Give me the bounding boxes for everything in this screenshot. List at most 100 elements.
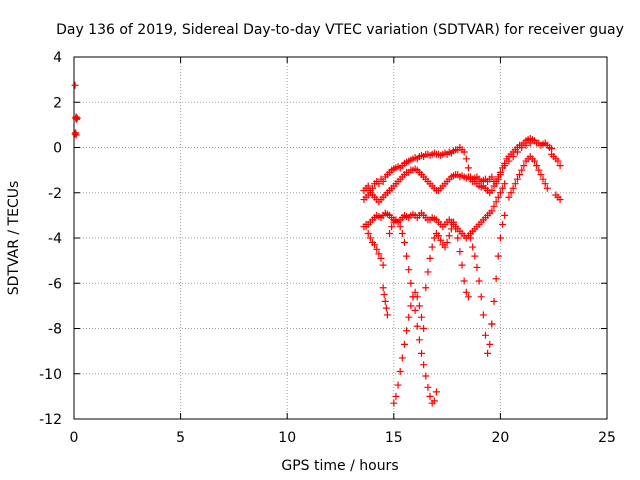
- data-point: [499, 184, 507, 192]
- data-point: [486, 340, 494, 348]
- data-point: [71, 81, 79, 89]
- data-point: [488, 320, 496, 328]
- data-point: [543, 184, 551, 192]
- y-tick-label: 4: [53, 50, 62, 66]
- data-series-12: [488, 211, 509, 328]
- x-tick-label: 0: [70, 430, 79, 446]
- data-point: [73, 114, 81, 122]
- data-point: [73, 115, 81, 123]
- data-point: [379, 261, 387, 269]
- data-point: [72, 131, 80, 139]
- data-point: [400, 340, 408, 348]
- data-series-1: [71, 81, 81, 139]
- data-point: [420, 361, 428, 369]
- data-point: [381, 297, 389, 305]
- data-point: [556, 162, 564, 170]
- data-point: [509, 184, 517, 192]
- data-point: [407, 302, 415, 310]
- data-point: [430, 234, 438, 242]
- data-point: [398, 229, 406, 237]
- data-point: [479, 311, 487, 319]
- data-series-13: [505, 153, 551, 201]
- data-point: [386, 229, 394, 237]
- data-point: [556, 196, 564, 204]
- data-point: [509, 153, 517, 161]
- data-point: [362, 220, 370, 228]
- data-point: [481, 331, 489, 339]
- data-point: [477, 293, 485, 301]
- data-point: [554, 157, 562, 165]
- data-point: [513, 175, 521, 183]
- data-point: [499, 220, 507, 228]
- data-point: [505, 157, 513, 165]
- x-axis-label: GPS time / hours: [281, 458, 398, 474]
- y-tick-label: -10: [39, 367, 62, 383]
- data-point: [449, 218, 457, 226]
- data-point: [428, 243, 436, 251]
- data-point: [379, 177, 387, 185]
- grid-lines: [74, 57, 607, 419]
- data-point: [377, 254, 385, 262]
- data-point: [407, 279, 415, 287]
- data-points: [71, 81, 564, 407]
- data-point: [494, 252, 502, 260]
- data-point: [492, 177, 500, 185]
- data-point: [424, 383, 432, 391]
- data-point: [375, 180, 383, 188]
- data-point: [490, 202, 498, 210]
- data-series-4: [362, 180, 509, 242]
- axis-ticks: 0 5 10 15 20 25 -12 -10 -8 -6 -4 -2 0 2 4: [39, 50, 616, 446]
- data-point: [492, 198, 500, 206]
- data-point: [460, 148, 468, 156]
- data-point: [432, 388, 440, 396]
- data-point: [522, 141, 530, 149]
- data-point: [484, 349, 492, 357]
- data-point: [464, 293, 472, 301]
- data-point: [390, 399, 398, 407]
- data-point: [501, 162, 509, 170]
- data-point: [507, 189, 515, 197]
- data-point: [511, 180, 519, 188]
- data-point: [403, 327, 411, 335]
- data-series-8: [390, 288, 428, 407]
- y-tick-label: -6: [48, 276, 62, 292]
- data-point: [488, 173, 496, 181]
- data-point: [371, 241, 379, 249]
- data-point: [445, 232, 453, 240]
- data-point: [454, 234, 462, 242]
- data-series-11: [467, 234, 496, 357]
- data-series-3: [360, 137, 539, 206]
- data-point: [418, 313, 426, 321]
- data-point: [490, 297, 498, 305]
- data-point: [364, 182, 372, 190]
- x-tick-label: 10: [278, 430, 296, 446]
- data-point: [496, 189, 504, 197]
- data-point: [539, 175, 547, 183]
- x-tick-label: 20: [491, 430, 509, 446]
- data-point: [460, 277, 468, 285]
- data-series-10: [449, 218, 472, 301]
- y-tick-label: -2: [48, 186, 62, 202]
- data-point: [422, 284, 430, 292]
- y-tick-label: 0: [53, 141, 62, 157]
- data-point: [435, 232, 443, 240]
- data-point: [516, 171, 524, 179]
- data-series-6: [379, 284, 391, 319]
- data-point: [535, 166, 543, 174]
- x-tick-label: 5: [176, 430, 185, 446]
- data-point: [531, 137, 539, 145]
- data-point: [394, 218, 402, 226]
- data-point: [456, 248, 464, 256]
- data-point: [505, 193, 513, 201]
- data-point: [475, 277, 483, 285]
- data-point: [462, 155, 470, 163]
- data-point: [392, 392, 400, 400]
- data-point: [403, 252, 411, 260]
- data-point: [537, 171, 545, 179]
- data-series-14: [548, 150, 564, 204]
- x-tick-label: 15: [385, 430, 403, 446]
- data-point: [422, 372, 430, 380]
- data-point: [501, 211, 509, 219]
- data-point: [488, 186, 496, 194]
- data-point: [426, 254, 434, 262]
